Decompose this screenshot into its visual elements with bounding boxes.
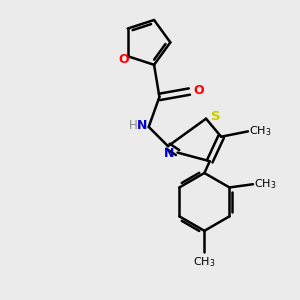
Text: CH$_3$: CH$_3$ [249, 124, 272, 138]
Text: O: O [194, 84, 204, 97]
Text: N: N [137, 119, 148, 132]
Text: S: S [212, 110, 221, 123]
Text: CH$_3$: CH$_3$ [254, 177, 277, 191]
Text: O: O [118, 53, 129, 66]
Text: N: N [164, 147, 174, 160]
Text: CH$_3$: CH$_3$ [193, 255, 216, 269]
Text: H: H [129, 119, 138, 132]
